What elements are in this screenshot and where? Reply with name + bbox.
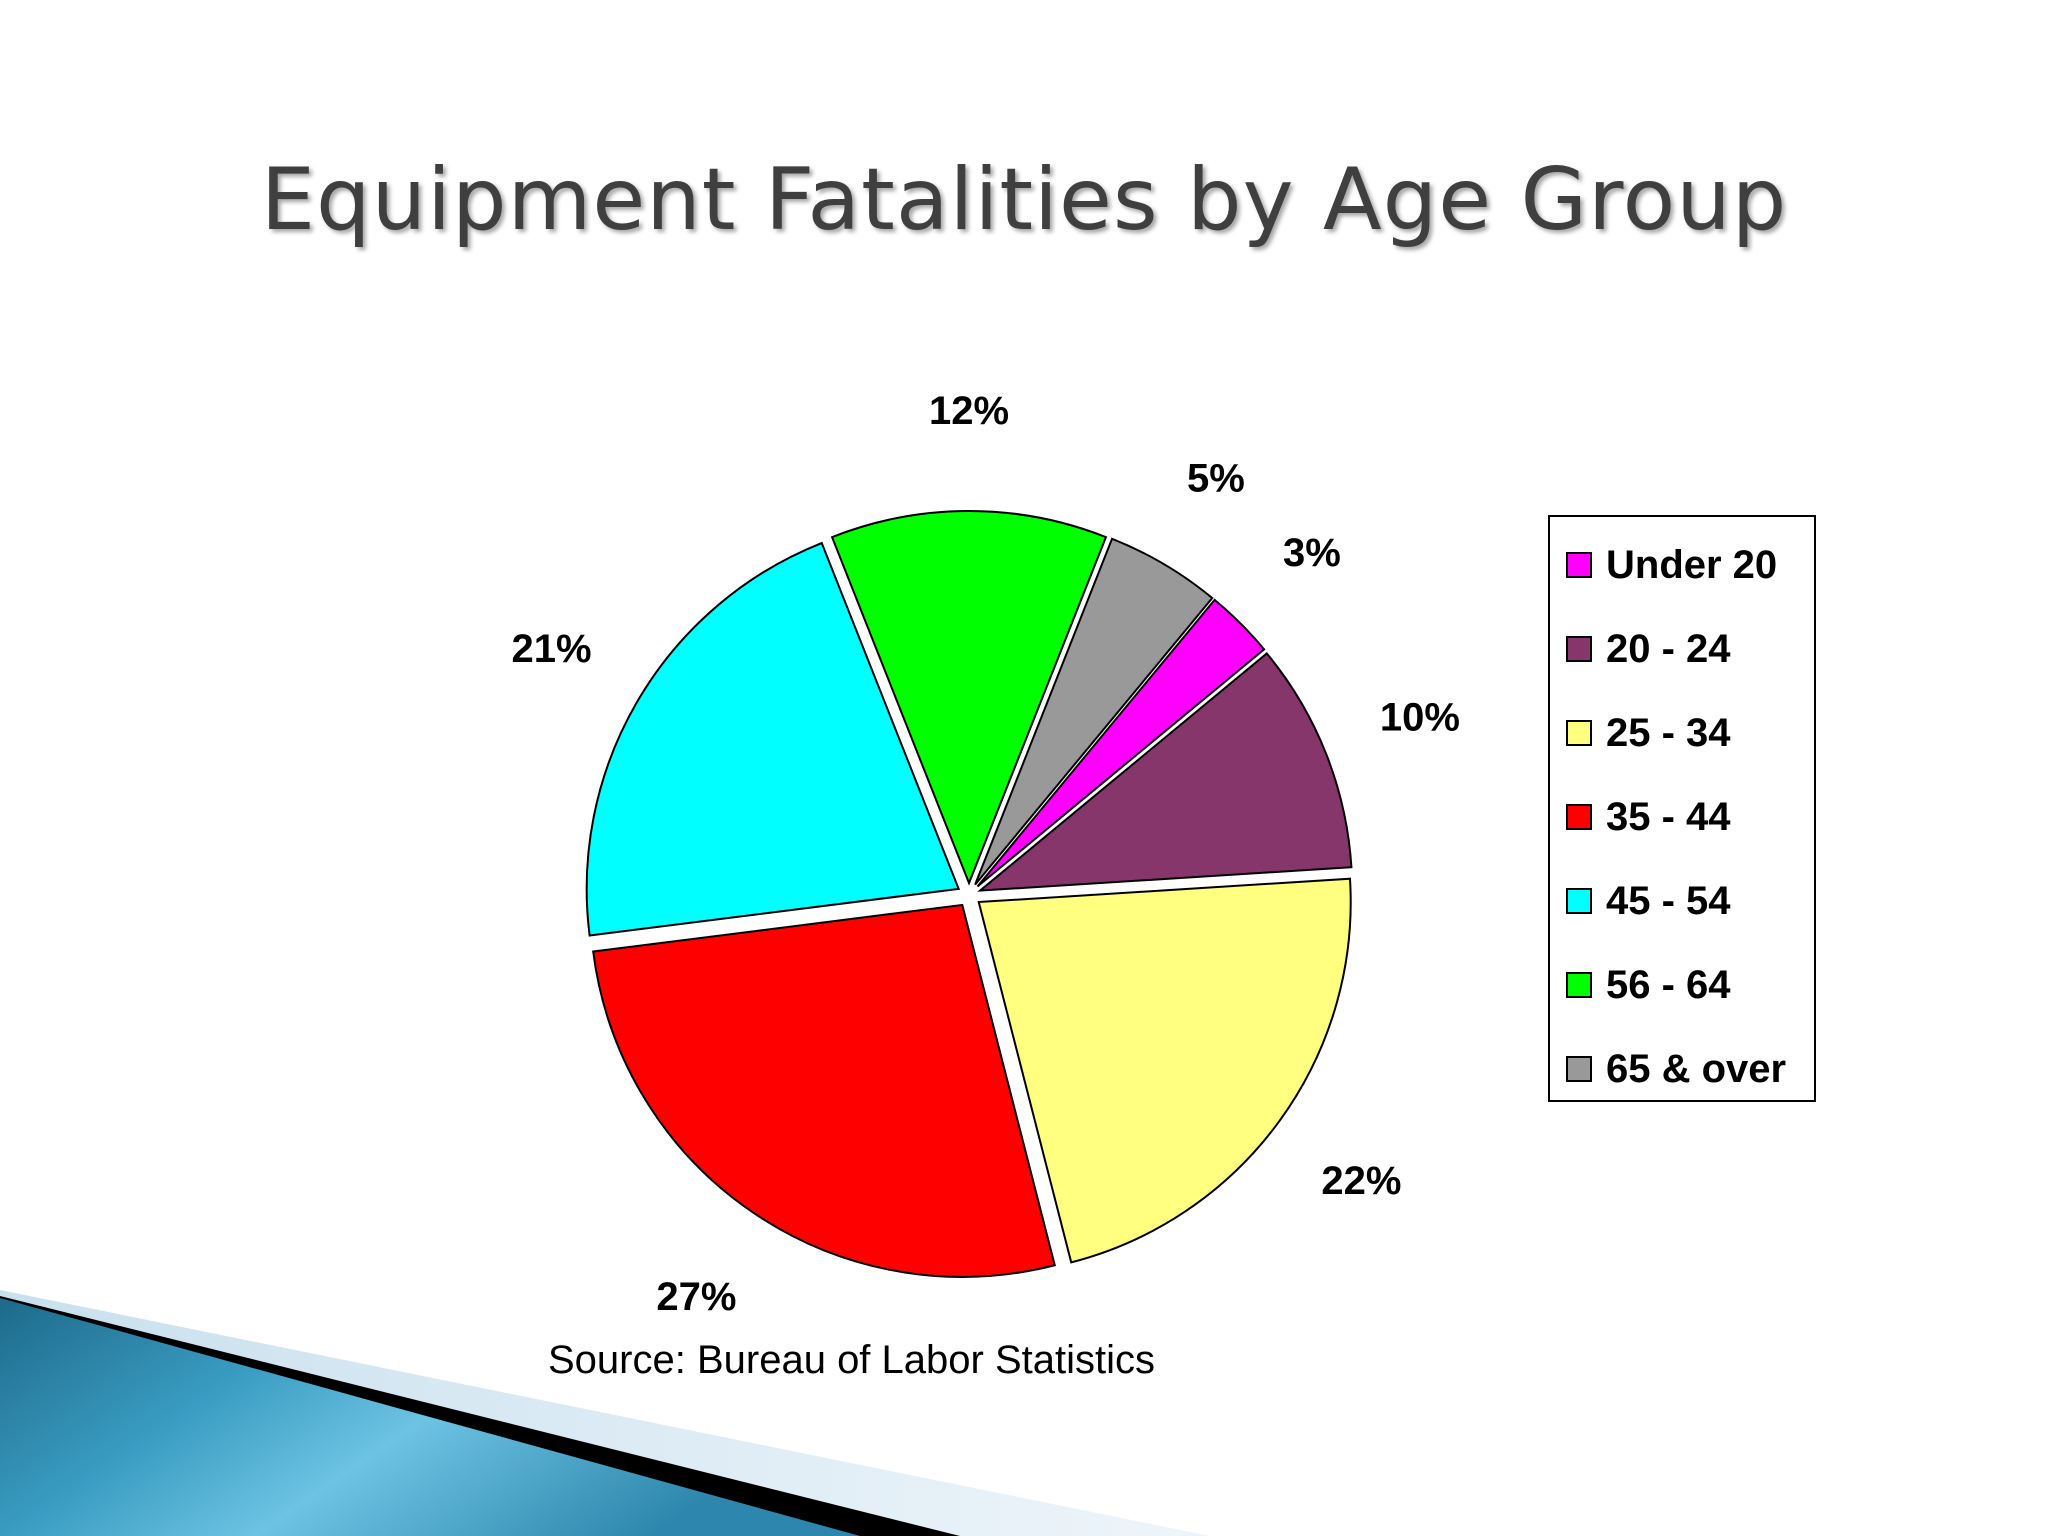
data-label: 21% bbox=[512, 627, 592, 671]
pie-slice-25-34 bbox=[977, 877, 1352, 1264]
legend-swatch bbox=[1566, 636, 1592, 662]
legend-label: 45 - 54 bbox=[1606, 878, 1731, 923]
data-label: 10% bbox=[1380, 695, 1460, 739]
legend-swatch bbox=[1566, 720, 1592, 746]
legend-item: Under 20 bbox=[1566, 542, 1778, 587]
data-label: 5% bbox=[1187, 457, 1245, 501]
legend-label: 65 & over bbox=[1606, 1046, 1787, 1091]
pie-slice-45-54 bbox=[585, 541, 961, 937]
chart-legend: Under 20 20 - 24 25 - 34 35 - 44 45 - 54 56 -… bbox=[1548, 515, 1816, 1102]
pie-slice-20-24 bbox=[977, 652, 1353, 892]
legend-swatch bbox=[1566, 1056, 1592, 1082]
legend-item: 56 - 64 bbox=[1566, 962, 1731, 1007]
data-label: 3% bbox=[1283, 531, 1341, 575]
legend-label: 25 - 34 bbox=[1606, 710, 1731, 755]
slide-title: Equipment Fatalities by Age Group bbox=[260, 150, 1788, 250]
legend-item: 35 - 44 bbox=[1566, 794, 1731, 839]
legend-item: 20 - 24 bbox=[1566, 626, 1731, 671]
legend-swatch bbox=[1566, 888, 1592, 914]
legend-label: 35 - 44 bbox=[1606, 794, 1731, 839]
legend-swatch bbox=[1566, 972, 1592, 998]
legend-label: Under 20 bbox=[1606, 542, 1778, 587]
source-note: Source: Bureau of Labor Statistics bbox=[548, 1338, 1155, 1382]
legend-swatch bbox=[1566, 804, 1592, 830]
pie-slice-56-64 bbox=[830, 510, 1108, 886]
legend-label: 20 - 24 bbox=[1606, 626, 1731, 671]
legend-swatch bbox=[1566, 552, 1592, 578]
legend-item: 65 & over bbox=[1566, 1046, 1787, 1091]
legend-item: 25 - 34 bbox=[1566, 710, 1731, 755]
legend-item: 45 - 54 bbox=[1566, 878, 1731, 923]
pie-slice-35-44 bbox=[592, 903, 1056, 1278]
pie-slice-under-20 bbox=[976, 598, 1266, 888]
legend-label: 56 - 64 bbox=[1606, 962, 1731, 1007]
data-label: 27% bbox=[656, 1275, 736, 1319]
data-label: 22% bbox=[1321, 1159, 1401, 1203]
pie-slice-65-over bbox=[974, 537, 1214, 886]
data-label: 12% bbox=[929, 389, 1009, 433]
